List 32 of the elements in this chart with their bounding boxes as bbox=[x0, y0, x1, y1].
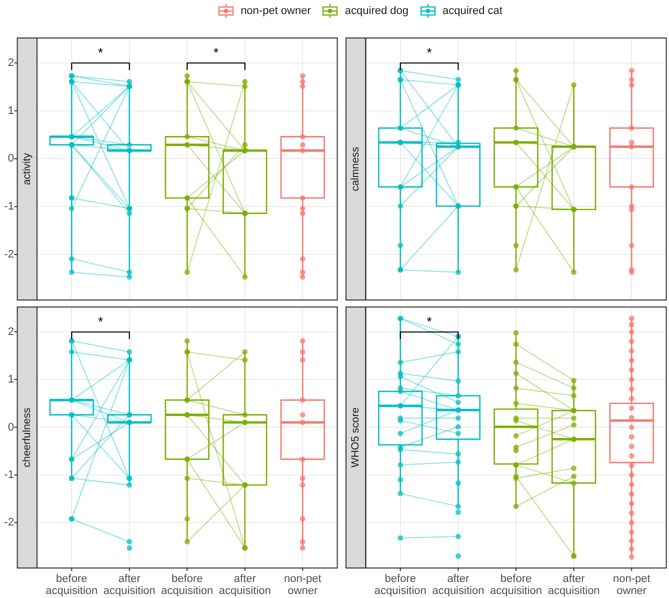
text: WHO5 score bbox=[350, 407, 362, 468]
x-tick-label: before acquisition bbox=[374, 573, 426, 598]
x-tick-label: after acquisition bbox=[218, 573, 271, 598]
annotation: * bbox=[98, 45, 104, 60]
legend-label: acquired dog bbox=[344, 5, 408, 17]
x-tick-label: before acquisition bbox=[161, 573, 214, 598]
y-tick-label: 0 bbox=[8, 421, 14, 434]
legend-label: non-pet owner bbox=[240, 5, 311, 17]
y-tick-label: 0 bbox=[8, 152, 14, 165]
y-tick-label: -2 bbox=[4, 516, 14, 529]
annotation: * bbox=[213, 45, 219, 60]
x-tick-label: non-pet owner bbox=[612, 573, 650, 598]
text: cheerfulness bbox=[21, 408, 34, 468]
x-tick-label: after acquisition bbox=[103, 573, 156, 598]
x-tick-label: before acquisition bbox=[46, 573, 98, 598]
y-tick-label: 1 bbox=[8, 374, 14, 386]
y-tick-label: 1 bbox=[8, 104, 14, 117]
x-tick-label: before acquisition bbox=[490, 573, 542, 598]
y-tick-label: 2 bbox=[8, 326, 14, 338]
y-tick-label: -2 bbox=[4, 248, 14, 261]
annotation: * bbox=[426, 45, 432, 60]
y-tick-label: 2 bbox=[8, 56, 14, 69]
x-tick-label: after acquisition bbox=[548, 573, 600, 598]
y-tick-label: -1 bbox=[4, 468, 14, 481]
x-tick-label: after acquisition bbox=[432, 573, 484, 598]
y-tick-label: -1 bbox=[4, 200, 14, 213]
text: calmness bbox=[350, 146, 362, 192]
annotation: * bbox=[98, 314, 104, 329]
x-tick-label: non-pet owner bbox=[284, 573, 322, 598]
annotation: * bbox=[426, 314, 432, 329]
text: activity bbox=[21, 152, 34, 186]
legend-label: acquired cat bbox=[442, 5, 502, 17]
